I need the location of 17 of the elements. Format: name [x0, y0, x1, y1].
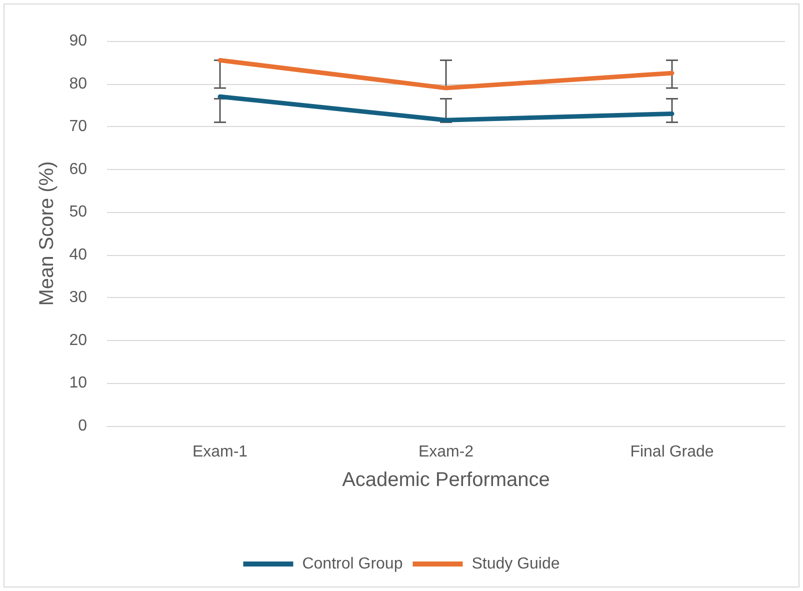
y-tick-label: 60 [69, 160, 88, 178]
x-tick-label: Exam-2 [418, 444, 474, 460]
y-tick-label: 0 [78, 418, 88, 434]
legend-label: Study Guide [472, 556, 560, 572]
y-tick-label: 30 [69, 289, 88, 306]
x-axis-title: Academic Performance [342, 469, 550, 491]
y-tick-label: 80 [69, 75, 88, 92]
x-tick-label: Exam-1 [192, 444, 248, 460]
y-tick-label: 90 [69, 32, 88, 50]
y-tick-label: 50 [69, 204, 88, 221]
y-tick-label: 40 [69, 246, 88, 264]
y-tick-label: 70 [69, 118, 88, 136]
x-tick-label: Final Grade [630, 444, 714, 460]
y-tick-label: 10 [69, 374, 88, 392]
y-axis-title: Mean Score (%) [36, 161, 58, 306]
y-tick-label: 20 [69, 332, 88, 349]
legend-label: Control Group [302, 556, 403, 572]
